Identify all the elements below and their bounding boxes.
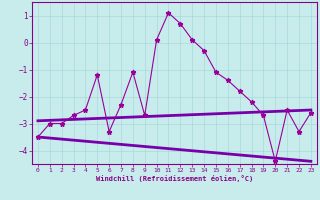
X-axis label: Windchill (Refroidissement éolien,°C): Windchill (Refroidissement éolien,°C) <box>96 175 253 182</box>
